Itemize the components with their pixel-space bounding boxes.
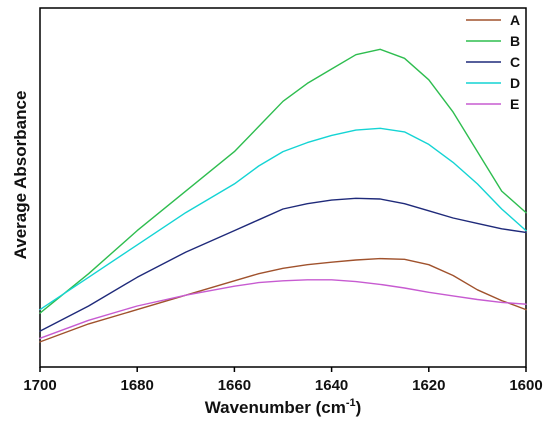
series-line-a [39, 257, 527, 343]
series-lines [39, 48, 527, 343]
x-tick-label: 1600 [509, 377, 542, 394]
plot-area [39, 7, 527, 368]
legend-label-c: C [510, 54, 520, 70]
x-axis-title-main: Wavenumber (cm [205, 398, 346, 417]
legend-label-d: D [510, 75, 520, 91]
x-axis-ticks [39, 367, 527, 372]
x-tick-label: 1620 [412, 377, 445, 394]
x-axis-title-superscript: -1 [346, 397, 356, 409]
x-tick-label: 1640 [315, 377, 348, 394]
legend-label-e: E [510, 96, 519, 112]
legend-label-a: A [510, 12, 520, 28]
x-tick-label: 1660 [218, 377, 251, 394]
series-line-b [39, 48, 527, 314]
x-axis-title: Wavenumber (cm-1) [205, 397, 362, 417]
x-axis-title-suffix: ) [356, 398, 362, 417]
y-axis-title: Average Absorbance [11, 91, 30, 260]
series-line-d [39, 127, 527, 311]
x-tick-label: 1680 [121, 377, 154, 394]
legend-label-b: B [510, 33, 520, 49]
series-line-e [39, 279, 527, 339]
x-tick-label: 1700 [23, 377, 56, 394]
series-line-c [39, 197, 527, 332]
x-axis-tick-labels: 1700 1680 1660 1640 1620 1600 [23, 377, 542, 394]
